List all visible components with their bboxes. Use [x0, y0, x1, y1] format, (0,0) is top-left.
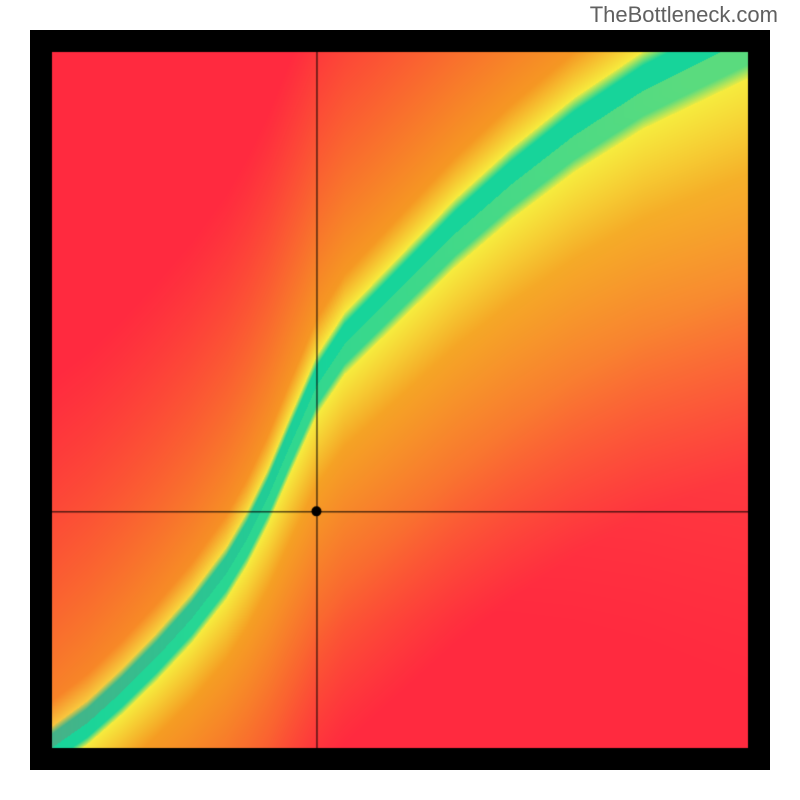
chart-frame	[30, 30, 770, 770]
heatmap-canvas	[30, 30, 770, 770]
watermark-text: TheBottleneck.com	[590, 2, 778, 28]
page-root: TheBottleneck.com	[0, 0, 800, 800]
